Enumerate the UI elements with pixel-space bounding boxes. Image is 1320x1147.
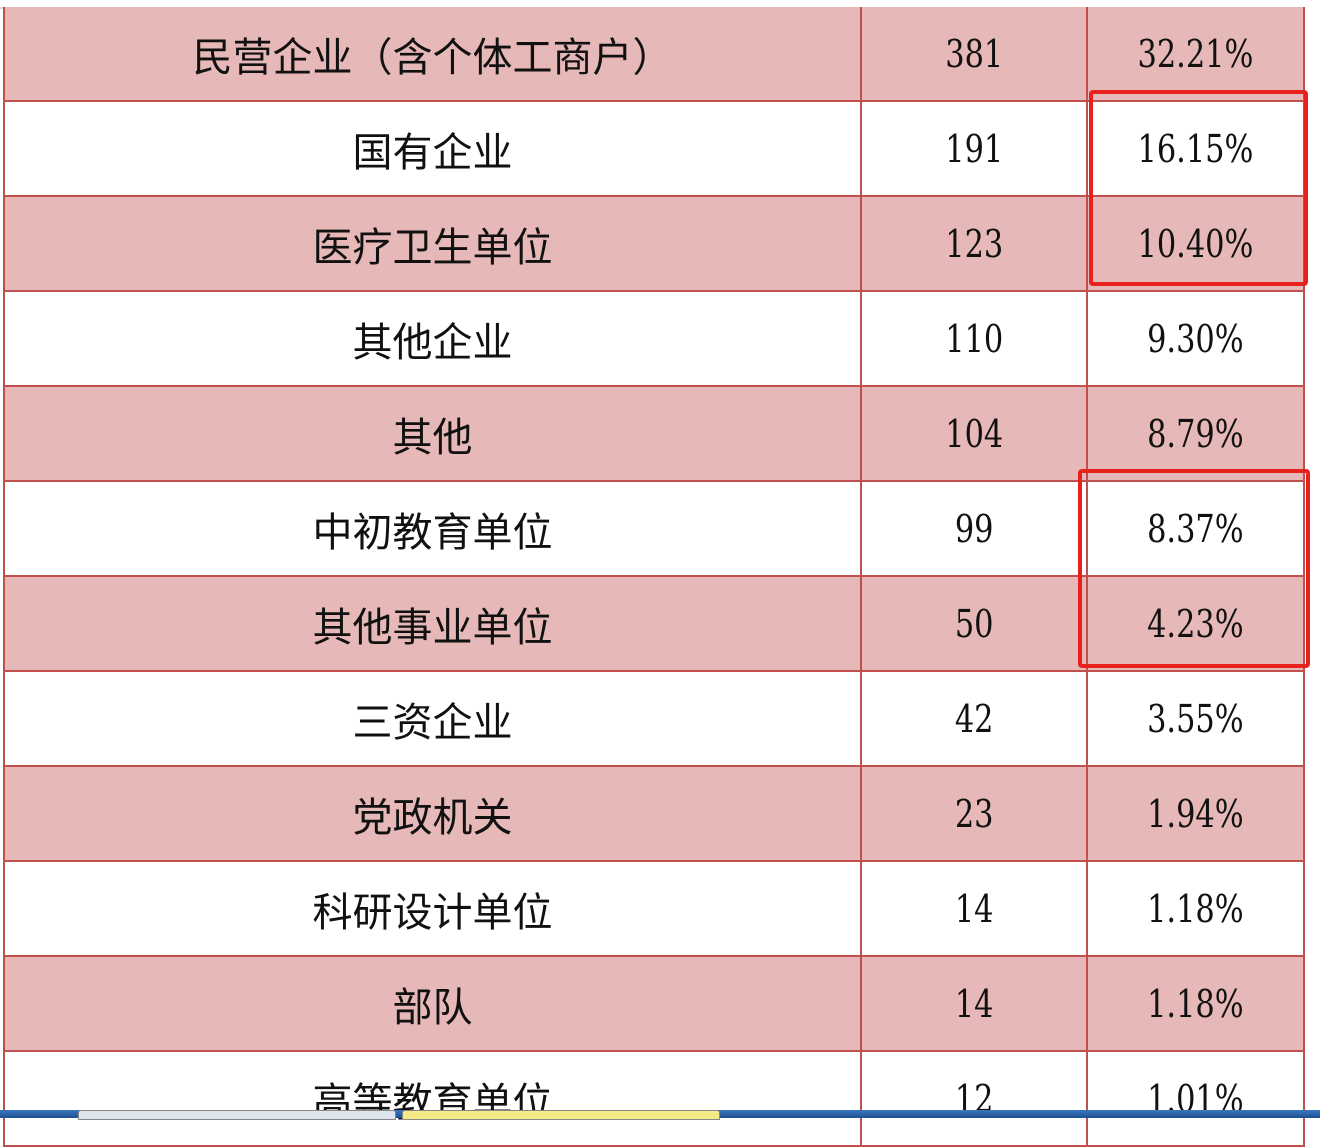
percent-cell[interactable]: 8.79%: [1088, 387, 1305, 480]
count-cell[interactable]: 191: [862, 102, 1088, 195]
count-cell[interactable]: 23: [862, 767, 1088, 860]
category-cell[interactable]: 其他事业单位: [3, 577, 862, 670]
category-cell-text: 部队: [392, 984, 473, 1031]
percent-cell[interactable]: 1.18%: [1088, 862, 1305, 955]
count-cell[interactable]: 381: [862, 7, 1088, 100]
percent-cell-text: 1.18%: [1147, 886, 1244, 931]
category-cell-text: 其他事业单位: [312, 604, 553, 651]
percent-cell-text: 10.40%: [1137, 221, 1254, 266]
count-cell[interactable]: 99: [862, 482, 1088, 575]
category-cell[interactable]: 其他企业: [3, 292, 862, 385]
category-cell[interactable]: 国有企业: [3, 102, 862, 195]
category-cell[interactable]: 民营企业（含个体工商户）: [3, 7, 862, 100]
category-cell-text: 党政机关: [352, 794, 513, 841]
taskbar-button-1[interactable]: [78, 1110, 396, 1120]
category-cell[interactable]: 科研设计单位: [3, 862, 862, 955]
count-cell-text: 104: [944, 411, 1004, 456]
highlight-box-1: [1089, 90, 1308, 286]
percent-cell[interactable]: 4.23%: [1088, 577, 1305, 670]
table-row: 三资企业 42 3.55%: [3, 672, 1305, 767]
table-row: 高等教育单位 12 1.01%: [3, 1052, 1305, 1147]
table-row: 科研设计单位 14 1.18%: [3, 862, 1305, 957]
category-cell-text: 科研设计单位: [312, 889, 553, 936]
count-cell-text: 99: [954, 506, 994, 551]
percent-cell-text: 3.55%: [1147, 696, 1244, 741]
table-row: 民营企业（含个体工商户） 381 32.21%: [3, 7, 1305, 102]
count-cell-text: 123: [944, 221, 1004, 266]
percent-cell-text: 8.79%: [1147, 411, 1244, 456]
count-cell[interactable]: 12: [862, 1052, 1088, 1145]
percent-cell-text: 4.23%: [1147, 601, 1244, 646]
percent-cell-text: 16.15%: [1137, 126, 1254, 171]
percent-cell-text: 1.94%: [1147, 791, 1244, 836]
category-cell-text: 其他企业: [352, 319, 513, 366]
table-row: 中初教育单位 99 8.37%: [3, 482, 1305, 577]
count-cell[interactable]: 14: [862, 957, 1088, 1050]
category-cell[interactable]: 其他: [3, 387, 862, 480]
count-cell-text: 50: [954, 601, 994, 646]
count-cell-text: 191: [944, 126, 1004, 171]
category-cell[interactable]: 中初教育单位: [3, 482, 862, 575]
percent-cell-text: 8.37%: [1147, 506, 1244, 551]
count-cell-text: 23: [954, 791, 994, 836]
category-cell[interactable]: 高等教育单位: [3, 1052, 862, 1145]
count-cell[interactable]: 50: [862, 577, 1088, 670]
percent-cell[interactable]: 8.37%: [1088, 482, 1305, 575]
percent-cell[interactable]: 1.01%: [1088, 1052, 1305, 1145]
spreadsheet-table: 民营企业（含个体工商户） 381 32.21% 国有企业 191 16.15% 医疗卫生单位…: [3, 7, 1305, 1147]
table-row: 其他事业单位 50 4.23%: [3, 577, 1305, 672]
category-cell-text: 医疗卫生单位: [312, 224, 553, 271]
percent-cell[interactable]: 9.30%: [1088, 292, 1305, 385]
percent-cell-text: 1.18%: [1147, 981, 1244, 1026]
count-cell[interactable]: 123: [862, 197, 1088, 290]
percent-cell[interactable]: 3.55%: [1088, 672, 1305, 765]
count-cell-text: 14: [954, 981, 994, 1026]
taskbar-button-2[interactable]: [402, 1110, 720, 1120]
percent-cell[interactable]: 1.94%: [1088, 767, 1305, 860]
table-row: 其他企业 110 9.30%: [3, 292, 1305, 387]
table-row: 党政机关 23 1.94%: [3, 767, 1305, 862]
table-row: 医疗卫生单位 123 10.40%: [3, 197, 1305, 292]
category-cell-text: 三资企业: [352, 699, 513, 746]
count-cell[interactable]: 42: [862, 672, 1088, 765]
category-cell-text: 民营企业（含个体工商户）: [192, 34, 673, 81]
category-cell-text: 中初教育单位: [312, 509, 553, 556]
category-cell[interactable]: 党政机关: [3, 767, 862, 860]
percent-cell[interactable]: 32.21%: [1088, 7, 1305, 100]
category-cell[interactable]: 部队: [3, 957, 862, 1050]
percent-cell-text: 9.30%: [1147, 316, 1244, 361]
category-cell[interactable]: 三资企业: [3, 672, 862, 765]
count-cell-text: 42: [954, 696, 994, 741]
table-row: 国有企业 191 16.15%: [3, 102, 1305, 197]
count-cell-text: 381: [944, 31, 1004, 76]
table-row: 部队 14 1.18%: [3, 957, 1305, 1052]
count-cell[interactable]: 110: [862, 292, 1088, 385]
category-cell-text: 其他: [392, 414, 473, 461]
table-row: 其他 104 8.79%: [3, 387, 1305, 482]
count-cell[interactable]: 104: [862, 387, 1088, 480]
count-cell[interactable]: 14: [862, 862, 1088, 955]
category-cell-text: 国有企业: [352, 129, 513, 176]
percent-cell[interactable]: 1.18%: [1088, 957, 1305, 1050]
category-cell[interactable]: 医疗卫生单位: [3, 197, 862, 290]
count-cell-text: 14: [954, 886, 994, 931]
highlight-box-2: [1078, 469, 1310, 668]
percent-cell-text: 32.21%: [1137, 31, 1254, 76]
count-cell-text: 110: [944, 316, 1004, 361]
